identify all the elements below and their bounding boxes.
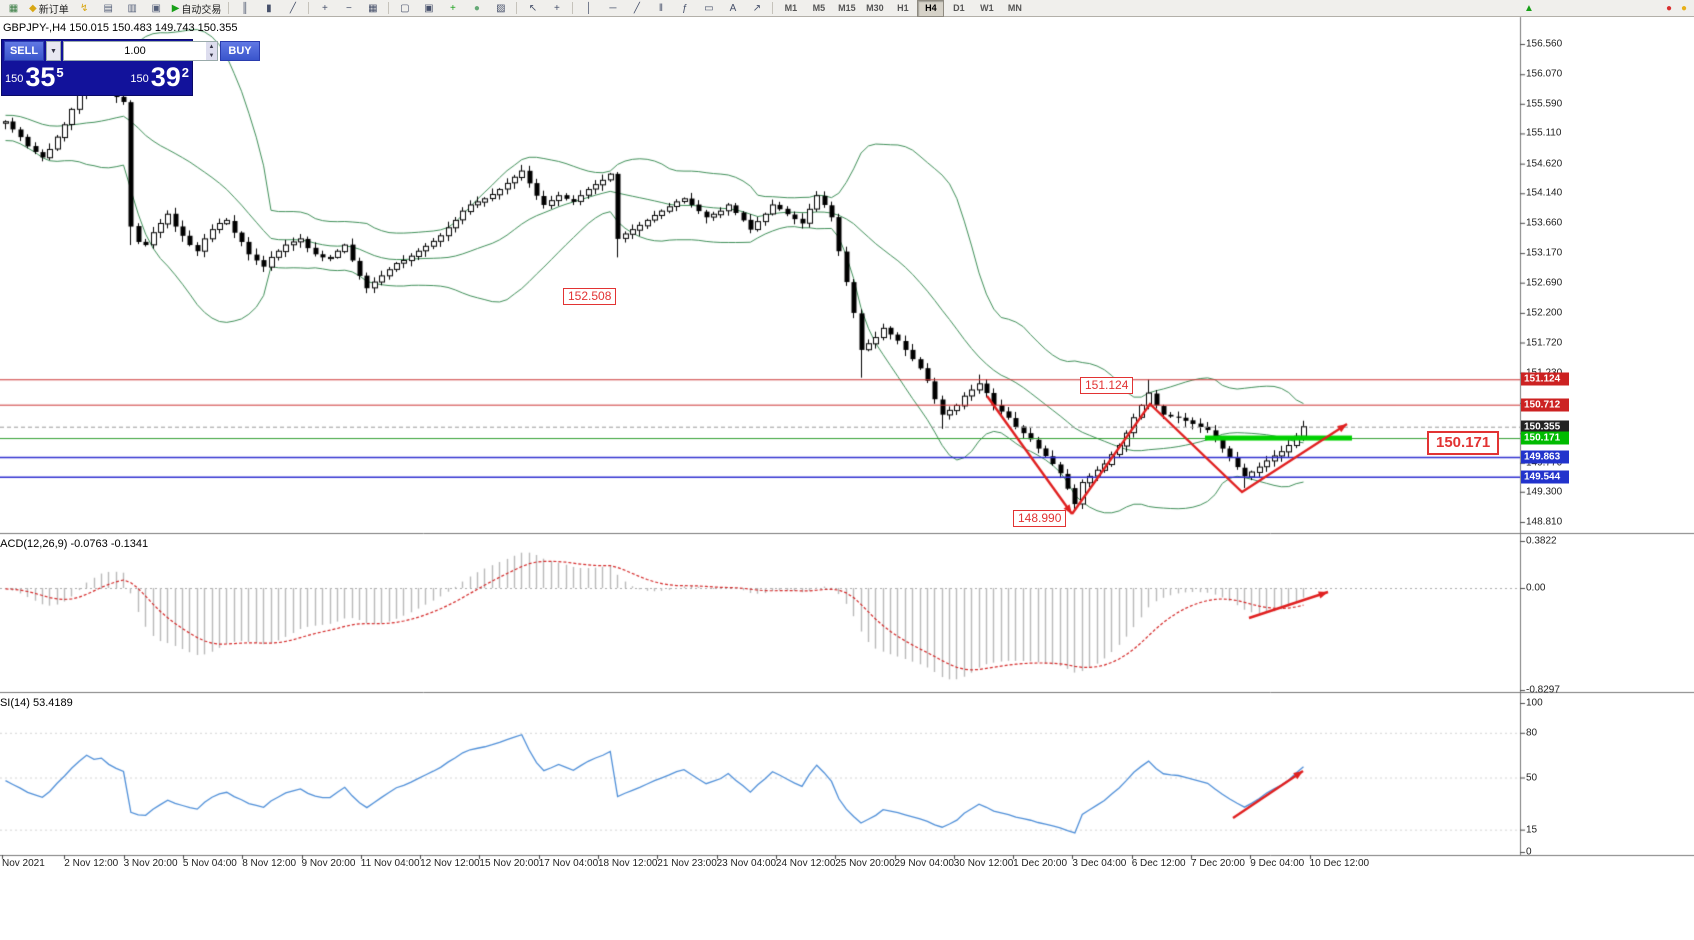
- lightning-icon[interactable]: ↯: [73, 0, 96, 17]
- volume-up-button[interactable]: ▲: [208, 43, 215, 50]
- sell-price-prefix: 150: [5, 73, 24, 85]
- add-indicator-button[interactable]: +: [441, 0, 464, 17]
- toolbar-separator: [772, 2, 774, 14]
- new-order-button[interactable]: ◆ 新订单: [26, 0, 72, 17]
- toolbar-separator: [228, 2, 230, 14]
- templates-button-glyph: ▨: [496, 2, 506, 14]
- sell-price: 150 35 5: [5, 62, 64, 93]
- zoom-in-button-glyph: +: [321, 2, 328, 14]
- sell-price-sup: 5: [56, 65, 64, 80]
- ohlc-bars-icon[interactable]: ║: [233, 0, 256, 17]
- crosshair-tool-glyph: +: [553, 2, 560, 14]
- volume-dropdown-button[interactable]: ▼: [46, 41, 61, 61]
- grid-toggle-icon-glyph: ▦: [368, 2, 378, 14]
- period-selector-button[interactable]: ●: [465, 0, 488, 17]
- timeframe-w1-button[interactable]: W1: [980, 3, 994, 13]
- grid-toggle-icon[interactable]: ▦: [361, 0, 384, 17]
- data-window-icon-glyph: ▣: [151, 2, 161, 14]
- timeframe-m30-button[interactable]: M30: [866, 3, 884, 13]
- add-indicator-button-glyph: +: [449, 2, 456, 14]
- templates-button[interactable]: ▨: [489, 0, 512, 17]
- arrow-tool[interactable]: ↗: [745, 0, 768, 17]
- ohlc-bars-icon-glyph: ║: [241, 2, 249, 14]
- line-chart-icon-glyph: ╱: [289, 2, 296, 14]
- arrow-tool-glyph: ↗: [752, 2, 762, 14]
- vertical-line-tool[interactable]: │: [577, 0, 600, 17]
- one-click-trading-panel: SELL ▼ ▲ ▼ BUY 150 35 5 150 39 2: [1, 39, 260, 96]
- buy-button[interactable]: BUY: [220, 41, 260, 61]
- candlesticks-icon[interactable]: ▮: [257, 0, 280, 17]
- tile-windows-icon-glyph: ▢: [400, 2, 410, 14]
- buy-price-prefix: 150: [130, 73, 149, 85]
- text-tool[interactable]: A: [721, 0, 744, 17]
- timeframe-m1-button[interactable]: M1: [784, 3, 798, 13]
- profiles-icon[interactable]: ▤: [97, 0, 120, 17]
- autotrading-button-glyph: ▶: [171, 2, 180, 14]
- shapes-tool-glyph: ▭: [704, 2, 714, 14]
- lightning-icon-glyph: ↯: [80, 2, 89, 14]
- crosshair-tool[interactable]: +: [545, 0, 568, 17]
- vertical-line-tool-glyph: │: [585, 2, 593, 14]
- status-icon[interactable]: ●: [1681, 3, 1688, 14]
- horizontal-line-tool-glyph: ─: [609, 2, 617, 14]
- sell-price-big: 35: [25, 62, 56, 92]
- charts-grid-icon-glyph: ▥: [127, 2, 137, 14]
- channel-tool[interactable]: ‖: [649, 0, 672, 17]
- horizontal-line-tool[interactable]: ─: [601, 0, 624, 17]
- data-window-icon[interactable]: ▣: [145, 0, 168, 17]
- profiles-icon-glyph: ▤: [103, 2, 113, 14]
- new-order-button-glyph: ◆: [29, 2, 37, 14]
- buy-price-big: 39: [150, 62, 181, 92]
- toolbar-separator: [572, 2, 574, 14]
- cursor-tool[interactable]: ↖: [521, 0, 544, 17]
- cascade-windows-icon-glyph: ▣: [424, 2, 434, 14]
- cursor-tool-glyph: ↖: [528, 2, 538, 14]
- timeframe-mn-button[interactable]: MN: [1007, 3, 1022, 13]
- buy-price-sup: 2: [181, 65, 189, 80]
- cascade-windows-icon[interactable]: ▣: [417, 0, 440, 17]
- text-tool-glyph: A: [729, 2, 737, 14]
- alert-icon[interactable]: ●: [1666, 3, 1673, 14]
- channel-tool-glyph: ‖: [658, 2, 663, 14]
- toolbar-separator: [388, 2, 390, 14]
- timeframe-d1-button[interactable]: D1: [953, 3, 965, 13]
- new-chart-button[interactable]: ▦: [2, 0, 25, 17]
- timeframe-h4-button[interactable]: H4: [917, 0, 945, 17]
- trendline-tool-glyph: ╱: [633, 2, 640, 14]
- zoom-out-button[interactable]: −: [337, 0, 360, 17]
- autotrading-button-label: 自动交易: [181, 4, 222, 16]
- volume-down-button[interactable]: ▼: [208, 52, 215, 59]
- scroll-to-end-icon[interactable]: ▲: [1524, 3, 1534, 14]
- charts-grid-icon[interactable]: ▥: [121, 0, 144, 17]
- sell-button[interactable]: SELL: [4, 41, 44, 61]
- shapes-tool[interactable]: ▭: [697, 0, 720, 17]
- new-order-button-label: 新订单: [38, 4, 69, 16]
- zoom-in-button[interactable]: +: [313, 0, 336, 17]
- timeframe-m15-button[interactable]: M15: [838, 3, 856, 13]
- new-chart-button-glyph: ▦: [8, 2, 19, 14]
- timeframe-m5-button[interactable]: M5: [812, 3, 826, 13]
- fibonacci-tool[interactable]: ƒ: [673, 0, 696, 17]
- toolbar-separator: [308, 2, 310, 14]
- toolbar-separator: [516, 2, 518, 14]
- trendline-tool[interactable]: ╱: [625, 0, 648, 17]
- toolbar: ▦ ◆ 新订单 ↯ ▤ ▥ ▣ ▶ 自动交易 ║ ▮ ╱ + − ▦ ▢ ▣ + ● ▨ ↖ + │ ─ ╱ ‖ ƒ ▭ A ↗ M1 M5 M…: [0, 0, 1694, 17]
- timeframe-h1-button[interactable]: H1: [897, 3, 909, 13]
- buy-price: 150 39 2: [130, 62, 189, 93]
- period-selector-button-glyph: ●: [473, 2, 480, 14]
- zoom-out-button-glyph: −: [345, 2, 352, 14]
- line-chart-icon[interactable]: ╱: [281, 0, 304, 17]
- volume-input[interactable]: [64, 42, 206, 60]
- autotrading-button[interactable]: ▶ 自动交易: [169, 0, 225, 17]
- candlesticks-icon-glyph: ▮: [266, 2, 272, 14]
- tile-windows-icon[interactable]: ▢: [393, 0, 416, 17]
- fibonacci-tool-glyph: ƒ: [682, 2, 688, 14]
